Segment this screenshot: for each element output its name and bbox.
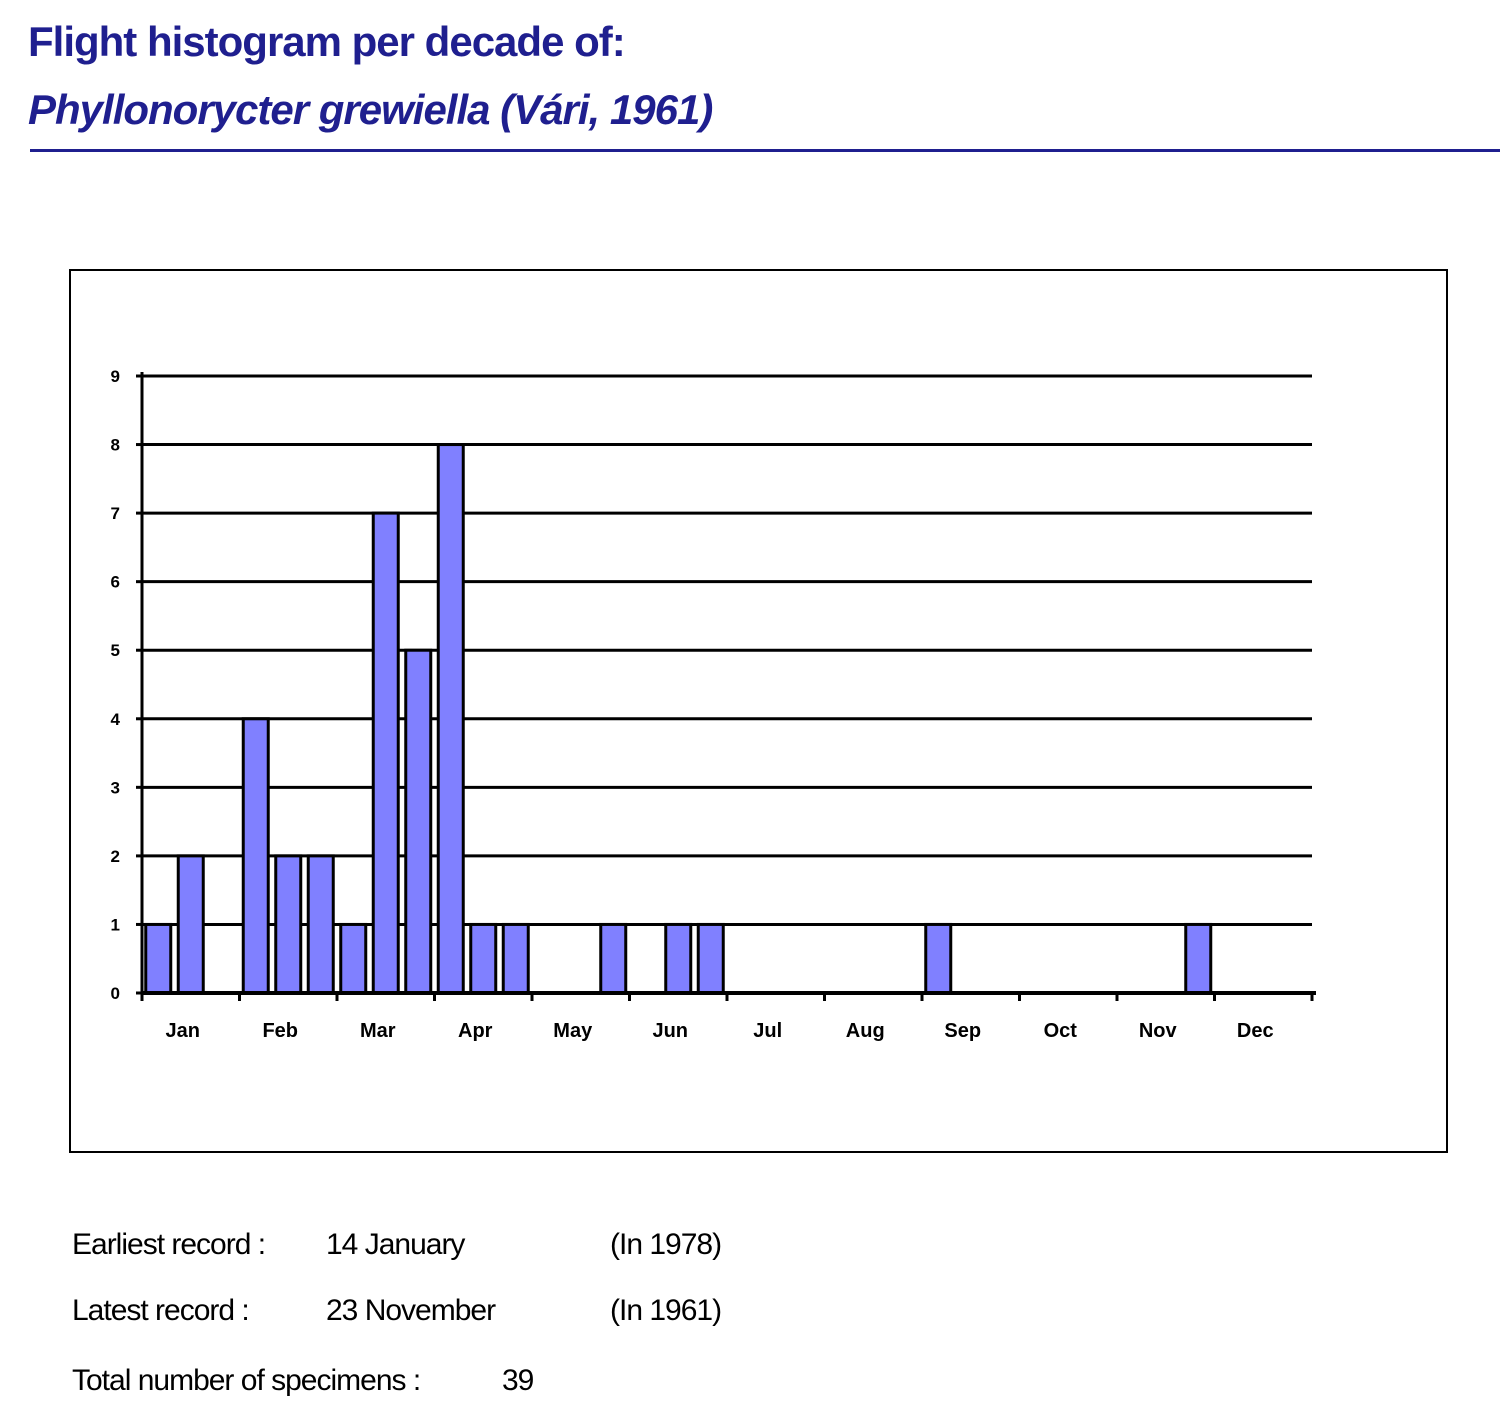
y-tick-label: 6 — [111, 573, 120, 592]
y-tick-label: 9 — [111, 367, 120, 386]
earliest-record-year: (In 1978) — [610, 1228, 722, 1261]
x-tick-label-mar: Mar — [360, 1020, 396, 1042]
bar-jun-ii — [664, 922, 693, 995]
x-tick-label-oct: Oct — [1044, 1020, 1078, 1042]
bar-apr-iii — [501, 922, 530, 995]
y-tick-label: 2 — [111, 847, 120, 866]
species-name: Phyllonorycter grewiella (Vári, 1961) — [28, 86, 713, 133]
y-tick-label: 3 — [111, 778, 120, 797]
bar-mar-i — [339, 922, 368, 995]
flight-histogram-chart: 0 1 2 3 4 5 6 7 8 9 Jan Feb Mar Apr May Jun Jul Aug Sep Oct… — [111, 367, 1316, 1042]
bar-jan-i — [144, 922, 173, 995]
title-divider — [30, 149, 1500, 152]
bar-sep-i — [924, 922, 953, 995]
latest-record-label: Latest record : — [72, 1294, 250, 1327]
bar-may-iii — [599, 922, 628, 995]
chart-frame: 0 1 2 3 4 5 6 7 8 9 Jan Feb Mar Apr May Jun Jul Aug Sep Oct… — [69, 269, 1448, 1153]
bar-feb-i — [241, 717, 270, 995]
x-tick-label-nov: Nov — [1139, 1020, 1178, 1042]
bar-jan-ii — [176, 854, 205, 995]
bar-nov-iii — [1184, 922, 1213, 995]
y-tick-label: 1 — [111, 915, 120, 934]
chart-title: Flight histogram per decade of: — [28, 18, 626, 65]
y-tick-label: 8 — [111, 436, 120, 455]
y-tick-label: 7 — [111, 504, 120, 523]
y-tick-label: 4 — [111, 710, 121, 729]
x-tick-label-sep: Sep — [944, 1020, 981, 1042]
earliest-record-label: Earliest record : — [72, 1228, 266, 1261]
x-tick-label-feb: Feb — [262, 1020, 298, 1042]
bar-apr-ii — [469, 922, 498, 995]
total-specimens-value: 39 — [502, 1364, 534, 1397]
latest-record-year: (In 1961) — [610, 1294, 722, 1327]
bar-apr-i — [436, 443, 465, 995]
y-tick-label: 0 — [111, 984, 120, 1003]
total-specimens-label: Total number of specimens : — [72, 1364, 421, 1397]
x-tick-label-aug: Aug — [846, 1020, 885, 1042]
bar-jun-iii — [696, 922, 725, 995]
x-tick-label-apr: Apr — [458, 1020, 493, 1042]
bar-feb-iii — [306, 854, 335, 995]
bar-mar-iii — [404, 648, 433, 995]
x-tick-label-jan: Jan — [166, 1020, 200, 1042]
x-tick-label-dec: Dec — [1237, 1020, 1274, 1042]
x-tick-label-jul: Jul — [753, 1020, 782, 1042]
bar-feb-ii — [274, 854, 303, 995]
latest-record-date: 23 November — [326, 1294, 496, 1327]
earliest-record-date: 14 January — [326, 1228, 465, 1261]
y-tick-label: 5 — [111, 641, 120, 660]
bar-mar-ii — [371, 511, 400, 995]
x-tick-label-may: May — [553, 1020, 593, 1042]
x-tick-label-jun: Jun — [652, 1020, 688, 1042]
